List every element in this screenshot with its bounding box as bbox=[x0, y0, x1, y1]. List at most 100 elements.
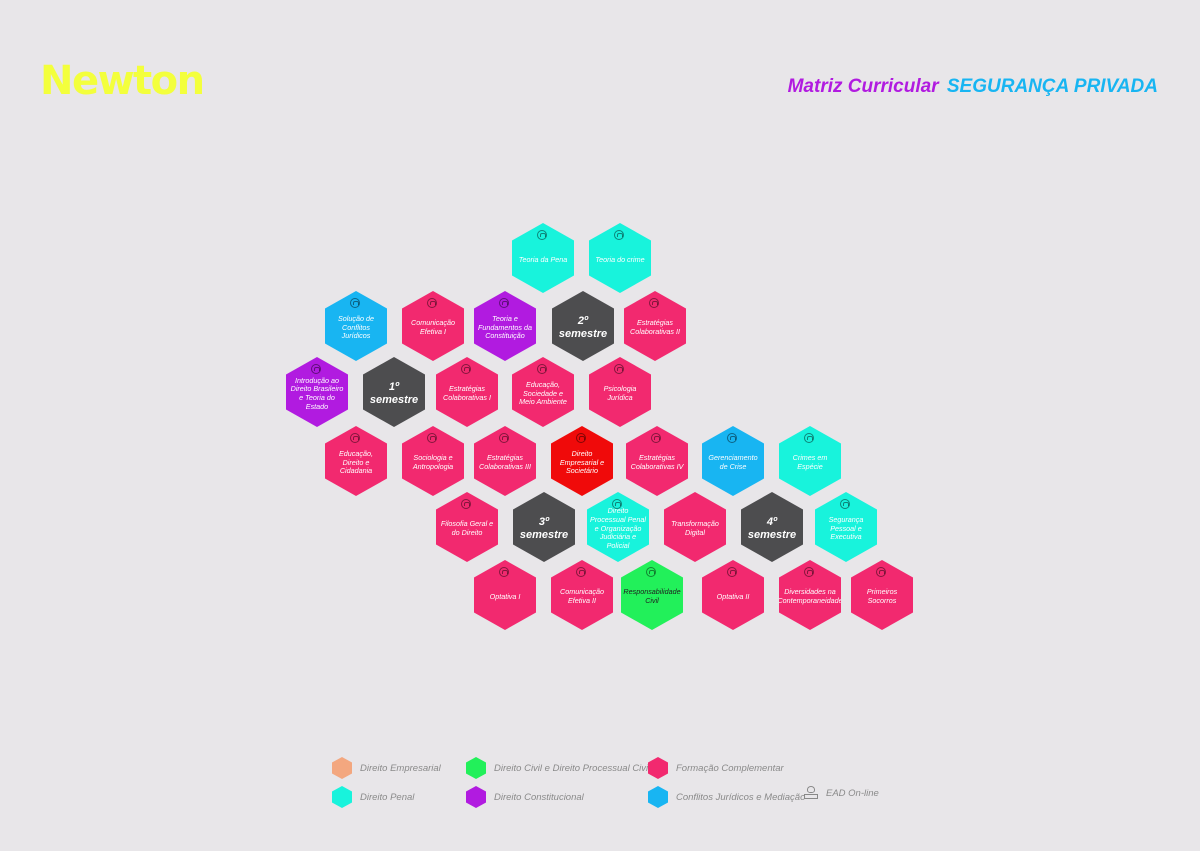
hex-label: Transformação Digital bbox=[671, 519, 719, 537]
legend-item-ead-on-line: EAD On-line bbox=[804, 786, 879, 800]
course-hex-solucao-de-conflitos-juridicos[interactable]: Solução de Conflitos Jurídicos bbox=[325, 291, 387, 361]
course-hex-introducao-ao-direito-brasileiro-e-teoria-do-estado[interactable]: Introdução ao Direito Brasileiro e Teori… bbox=[286, 357, 348, 427]
ead-icon bbox=[427, 433, 437, 443]
hex-label: Responsabilidade Civil bbox=[623, 587, 681, 605]
course-hex-optativa-i[interactable]: Optativa I bbox=[474, 560, 536, 630]
course-hex-transformacao-digital[interactable]: Transformação Digital bbox=[664, 492, 726, 562]
hex-label: Estratégias Colaborativas I bbox=[443, 384, 491, 402]
hex-label: Introdução ao Direito Brasileiro e Teori… bbox=[290, 375, 344, 411]
hex-label: Filosofia Geral e do Direito bbox=[440, 519, 494, 537]
hex-label: Estratégias Colaborativas III bbox=[479, 453, 531, 471]
legend-swatch bbox=[332, 757, 352, 779]
legend-item-direito-penal: Direito Penal bbox=[332, 786, 414, 808]
ead-icon bbox=[804, 786, 818, 800]
hex-label: 2º semestre bbox=[558, 314, 608, 340]
ead-icon bbox=[646, 567, 656, 577]
course-hex-teoria-e-fundamentos-da-constituicao[interactable]: Teoria e Fundamentos da Constituição bbox=[474, 291, 536, 361]
legend-label: Direito Empresarial bbox=[360, 762, 441, 774]
title-prefix: Matriz Curricular bbox=[787, 76, 939, 97]
course-hex-psicologia-juridica[interactable]: Psicologia Jurídica bbox=[589, 357, 651, 427]
hex-label: Direito Empresarial e Societário bbox=[559, 449, 605, 476]
course-hex-educacao-direito-e-cidadania[interactable]: Educação, Direito e Cidadania bbox=[325, 426, 387, 496]
course-hex-estrategias-colaborativas-ii[interactable]: Estratégias Colaborativas II bbox=[624, 291, 686, 361]
ead-icon bbox=[804, 433, 814, 443]
ead-icon bbox=[614, 364, 624, 374]
semester-hex: 1º semestre bbox=[363, 357, 425, 427]
hex-label: Comunicação Efetiva I bbox=[411, 318, 455, 336]
hex-label: Teoria e Fundamentos da Constituição bbox=[478, 314, 532, 341]
hex-label: Direito Processual Penal e Organização J… bbox=[590, 506, 646, 550]
ead-icon bbox=[427, 298, 437, 308]
hex-label: Sociologia e Antropologia bbox=[412, 453, 454, 471]
ead-icon bbox=[350, 433, 360, 443]
hex-label: Estratégias Colaborativas IV bbox=[630, 453, 684, 471]
course-hex-estrategias-colaborativas-iv[interactable]: Estratégias Colaborativas IV bbox=[626, 426, 688, 496]
ead-icon bbox=[727, 433, 737, 443]
hex-label: Teoria do crime bbox=[595, 254, 645, 264]
course-hex-comunicacao-efetiva-i[interactable]: Comunicação Efetiva I bbox=[402, 291, 464, 361]
legend-label: Direito Civil e Direito Processual Civil bbox=[494, 762, 651, 774]
hex-label: Optativa II bbox=[716, 591, 750, 601]
legend-item-formacao-complementar: Formação Complementar bbox=[648, 757, 784, 779]
hex-label: Comunicação Efetiva II bbox=[560, 587, 604, 605]
hex-label: Diversidades na Contemporaneidade bbox=[777, 587, 843, 605]
ead-icon bbox=[499, 433, 509, 443]
hex-label: Crimes em Espécie bbox=[792, 453, 828, 471]
ead-icon bbox=[350, 298, 360, 308]
ead-icon bbox=[576, 433, 586, 443]
hex-label: Educação, Sociedade e Meio Ambiente bbox=[519, 380, 567, 407]
legend-label: EAD On-line bbox=[826, 787, 879, 799]
legend-label: Formação Complementar bbox=[676, 762, 784, 774]
ead-icon bbox=[311, 364, 321, 374]
course-hex-gerenciamento-de-crise[interactable]: Gerenciamento de Crise bbox=[702, 426, 764, 496]
legend-swatch bbox=[648, 757, 668, 779]
ead-icon bbox=[499, 567, 509, 577]
course-hex-sociologia-e-antropologia[interactable]: Sociologia e Antropologia bbox=[402, 426, 464, 496]
legend-item-direito-constitucional: Direito Constitucional bbox=[466, 786, 584, 808]
legend-swatch bbox=[466, 757, 486, 779]
course-hex-estrategias-colaborativas-i[interactable]: Estratégias Colaborativas I bbox=[436, 357, 498, 427]
hex-label: Psicologia Jurídica bbox=[603, 384, 637, 402]
course-hex-optativa-ii[interactable]: Optativa II bbox=[702, 560, 764, 630]
ead-icon bbox=[840, 499, 850, 509]
hex-label: Primeiros Socorros bbox=[866, 587, 898, 605]
legend-swatch bbox=[466, 786, 486, 808]
ead-icon bbox=[537, 230, 547, 240]
course-hex-filosofia-geral-e-do-direito[interactable]: Filosofia Geral e do Direito bbox=[436, 492, 498, 562]
course-hex-teoria-da-pena[interactable]: Teoria da Pena bbox=[512, 223, 574, 293]
legend-label: Direito Constitucional bbox=[494, 791, 584, 803]
hex-label: Gerenciamento de Crise bbox=[708, 453, 758, 471]
ead-icon bbox=[499, 298, 509, 308]
ead-icon bbox=[876, 567, 886, 577]
course-hex-diversidades-na-contemporaneidade[interactable]: Diversidades na Contemporaneidade bbox=[779, 560, 841, 630]
course-hex-crimes-em-especie[interactable]: Crimes em Espécie bbox=[779, 426, 841, 496]
hex-label: Teoria da Pena bbox=[518, 254, 568, 264]
course-hex-primeiros-socorros[interactable]: Primeiros Socorros bbox=[851, 560, 913, 630]
semester-hex: 2º semestre bbox=[552, 291, 614, 361]
ead-icon bbox=[614, 230, 624, 240]
title-course: SEGURANÇA PRIVADA bbox=[946, 76, 1158, 97]
hex-label: 3º semestre bbox=[519, 515, 569, 541]
hex-label: Estratégias Colaborativas II bbox=[630, 318, 680, 336]
ead-icon bbox=[461, 364, 471, 374]
semester-hex: 3º semestre bbox=[513, 492, 575, 562]
page-title: Matriz Curricular SEGURANÇA PRIVADA bbox=[788, 76, 1158, 98]
hex-label: 4º semestre bbox=[747, 515, 797, 541]
course-hex-seguranca-pessoal-e-executiva[interactable]: Segurança Pessoal e Executiva bbox=[815, 492, 877, 562]
course-hex-responsabilidade-civil[interactable]: Responsabilidade Civil bbox=[621, 560, 683, 630]
course-hex-estrategias-colaborativas-iii[interactable]: Estratégias Colaborativas III bbox=[474, 426, 536, 496]
legend-swatch bbox=[648, 786, 668, 808]
legend-label: Direito Penal bbox=[360, 791, 415, 803]
hex-label: 1º semestre bbox=[369, 380, 419, 406]
legend-swatch bbox=[332, 786, 352, 808]
legend-item-conflitos-juridicos-e-mediacao: Conflitos Jurídicos e Mediação bbox=[648, 786, 805, 808]
newton-logo: Newton bbox=[40, 58, 205, 104]
course-hex-educacao-sociedade-e-meio-ambiente[interactable]: Educação, Sociedade e Meio Ambiente bbox=[512, 357, 574, 427]
hex-label: Optativa I bbox=[489, 591, 521, 601]
course-hex-teoria-do-crime[interactable]: Teoria do crime bbox=[589, 223, 651, 293]
course-hex-direito-processual-penal-e-organizacao-judiciaria-e-policial[interactable]: Direito Processual Penal e Organização J… bbox=[587, 492, 649, 562]
ead-icon bbox=[651, 433, 661, 443]
course-hex-direito-empresarial-e-societario[interactable]: Direito Empresarial e Societário bbox=[551, 426, 613, 496]
course-hex-comunicacao-efetiva-ii[interactable]: Comunicação Efetiva II bbox=[551, 560, 613, 630]
ead-icon bbox=[537, 364, 547, 374]
